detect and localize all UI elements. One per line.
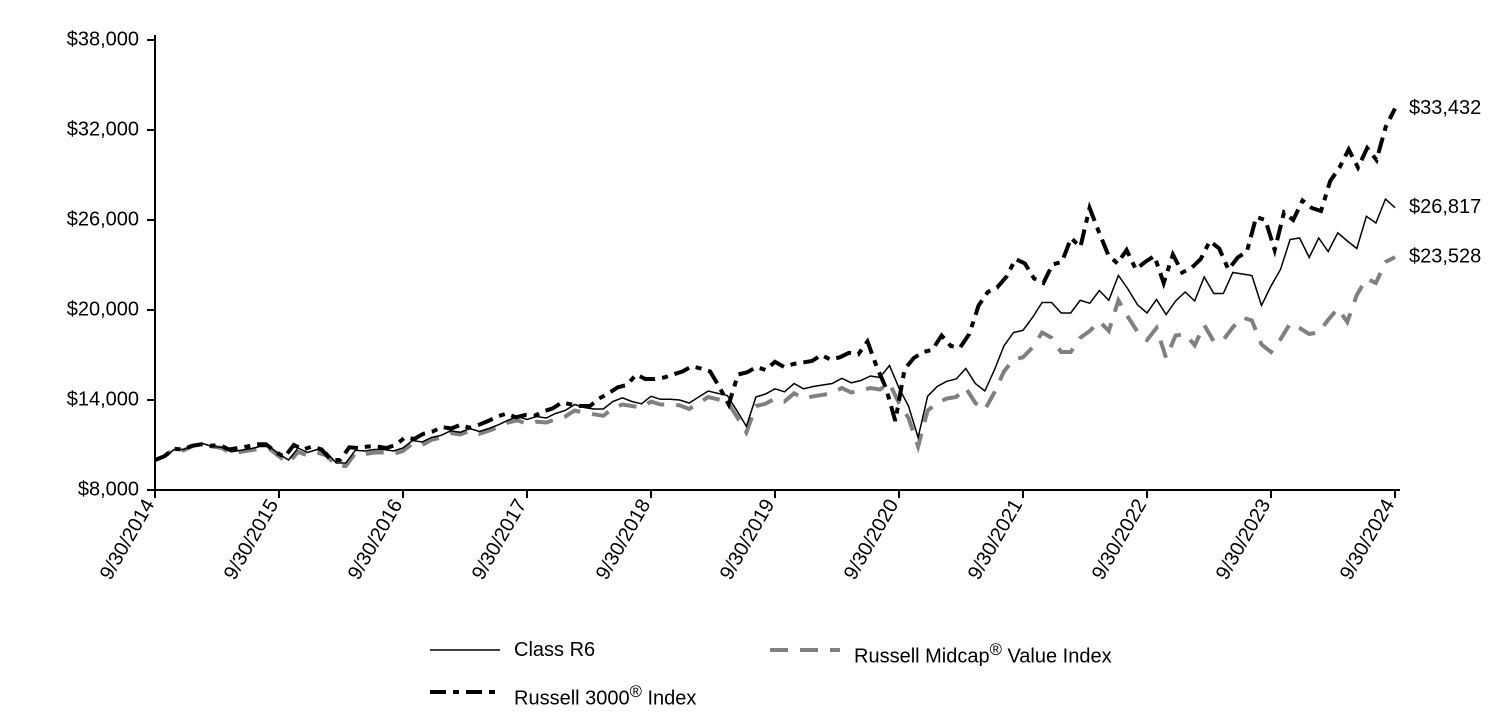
end-label-class_r6: $26,817 — [1409, 196, 1481, 218]
y-tick-label: $8,000 — [78, 478, 139, 500]
legend-label-russell_midcap_value: Russell Midcap® Value Index — [854, 634, 1254, 666]
chart-bg — [0, 0, 1512, 718]
y-tick-label: $14,000 — [67, 388, 139, 410]
y-tick-label: $38,000 — [67, 28, 139, 50]
end-label-russell_3000: $33,432 — [1409, 97, 1481, 119]
growth-chart: $8,000 $14,000 $20,000 $26,000 $32,000 $38,00… — [0, 0, 1512, 718]
end-label-russell_midcap_value: $23,528 — [1409, 245, 1481, 267]
y-tick-label: $26,000 — [67, 208, 139, 230]
legend-label-russell_3000: Russell 3000® Index — [514, 676, 914, 708]
y-tick-label: $20,000 — [67, 298, 139, 320]
y-tick-label: $32,000 — [67, 118, 139, 140]
chart-svg: $8,000 $14,000 $20,000 $26,000 $32,000 $38,00… — [0, 0, 1512, 718]
